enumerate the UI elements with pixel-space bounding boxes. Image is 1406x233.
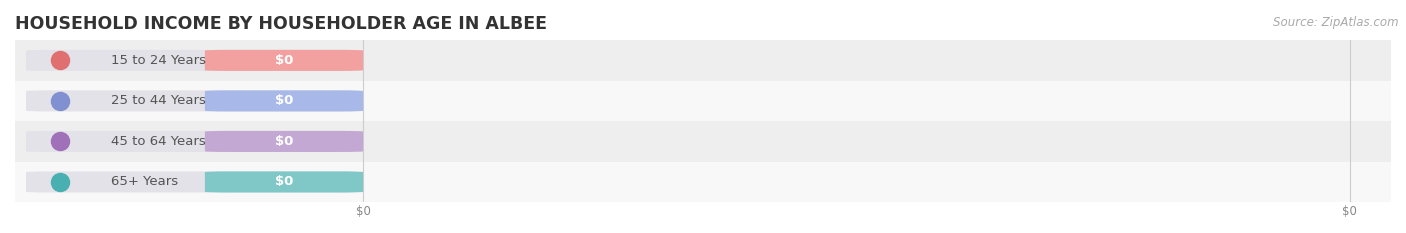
FancyBboxPatch shape xyxy=(205,90,363,111)
Text: 15 to 24 Years: 15 to 24 Years xyxy=(111,54,207,67)
FancyBboxPatch shape xyxy=(25,131,363,152)
Bar xyxy=(15,81,1391,121)
FancyBboxPatch shape xyxy=(25,90,363,111)
Text: $0: $0 xyxy=(274,175,294,188)
Bar xyxy=(15,162,1391,202)
FancyBboxPatch shape xyxy=(205,131,363,152)
Text: 45 to 64 Years: 45 to 64 Years xyxy=(111,135,207,148)
Bar xyxy=(15,40,1391,81)
Text: 65+ Years: 65+ Years xyxy=(111,175,179,188)
Text: 25 to 44 Years: 25 to 44 Years xyxy=(111,94,207,107)
FancyBboxPatch shape xyxy=(205,171,363,192)
FancyBboxPatch shape xyxy=(205,50,363,71)
Text: $0: $0 xyxy=(274,94,294,107)
Text: HOUSEHOLD INCOME BY HOUSEHOLDER AGE IN ALBEE: HOUSEHOLD INCOME BY HOUSEHOLDER AGE IN A… xyxy=(15,15,547,33)
Bar xyxy=(15,121,1391,162)
Text: Source: ZipAtlas.com: Source: ZipAtlas.com xyxy=(1274,16,1399,29)
Text: $0: $0 xyxy=(274,135,294,148)
Text: $0: $0 xyxy=(274,54,294,67)
FancyBboxPatch shape xyxy=(25,171,363,192)
FancyBboxPatch shape xyxy=(25,50,363,71)
